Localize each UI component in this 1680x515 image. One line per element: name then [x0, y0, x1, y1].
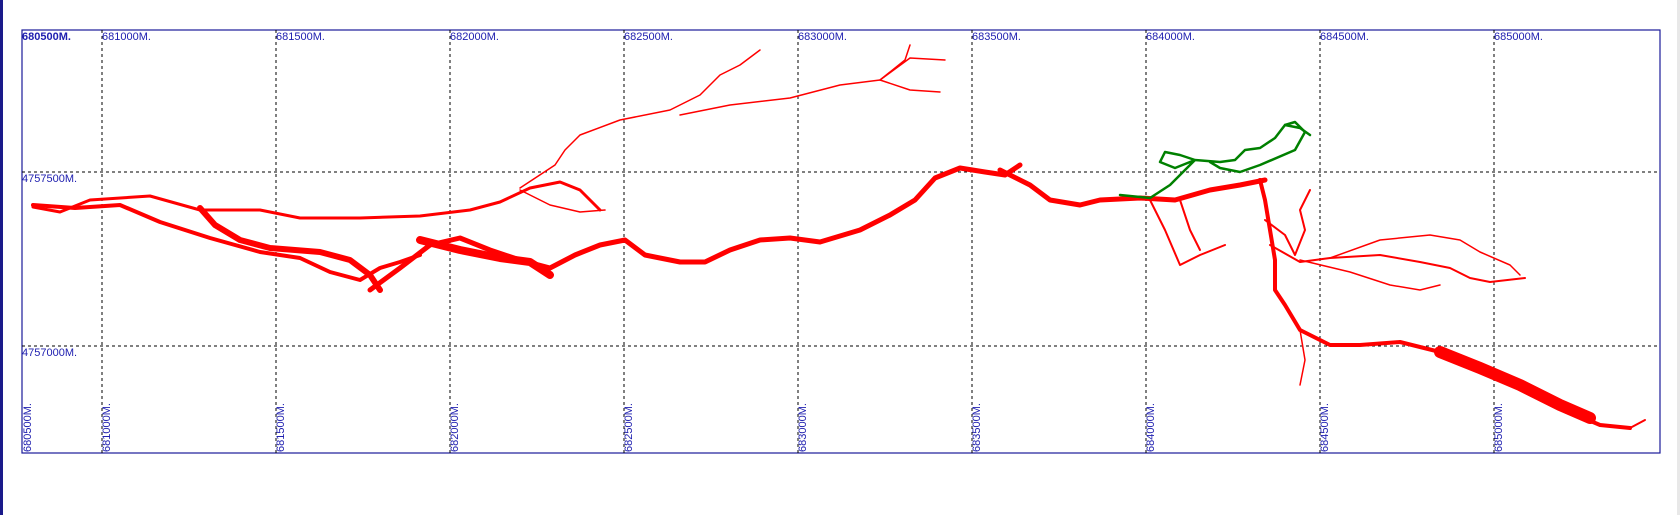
bottom-label: 684500M.	[1319, 403, 1331, 452]
top-label: 682000M.	[450, 31, 499, 43]
passage-upper-west	[31, 180, 602, 220]
passage-east-branch-2	[1329, 234, 1521, 276]
window-right-border	[1677, 0, 1680, 515]
bottom-label: 681500M.	[275, 403, 287, 452]
passage-south-east-chamber	[1434, 346, 1596, 424]
bottom-label: 681000M.	[101, 403, 113, 452]
bottom-easting-labels: 680500M. 681000M. 681500M. 682000M. 6825…	[22, 403, 1505, 452]
map-frame	[21, 29, 1661, 454]
cave-passages-red	[31, 44, 1646, 430]
top-label: 680500M.	[22, 31, 71, 43]
bottom-label: 682000M.	[449, 403, 461, 452]
passage-north-4	[879, 57, 946, 81]
horizontal-grid	[22, 171, 1660, 347]
passage-south-branch	[1299, 329, 1306, 386]
passage-east-drop	[1179, 199, 1201, 251]
passage-west-lower	[31, 203, 422, 282]
passage-east-trunk	[997, 167, 1268, 208]
top-label: 684500M.	[1320, 31, 1369, 43]
passage-north-1	[519, 49, 761, 189]
passage-east-branch-1	[1269, 244, 1526, 283]
passage-east-end	[1629, 419, 1646, 429]
top-easting-labels: 680500M. 681000M. 681500M. 682000M. 6825…	[22, 31, 1543, 43]
window-left-border	[0, 0, 3, 515]
bottom-label: 683500M.	[971, 403, 983, 452]
top-label: 681000M.	[102, 31, 151, 43]
top-label: 683000M.	[798, 31, 847, 43]
bottom-label: 684000M.	[1145, 403, 1157, 452]
passage-north-5	[519, 189, 606, 213]
passage-main-trunk	[367, 162, 1023, 293]
passage-north-2	[679, 44, 911, 116]
bottom-label: 685000M.	[1493, 403, 1505, 452]
bottom-label: 680500M.	[22, 403, 34, 452]
passage-east-loop	[1149, 199, 1226, 266]
green-passage-spur	[1283, 123, 1312, 137]
top-label: 683500M.	[972, 31, 1021, 43]
passage-south-east	[1258, 178, 1632, 430]
bottom-label: 682500M.	[623, 403, 635, 452]
bottom-label: 683000M.	[797, 403, 809, 452]
top-label: 681500M.	[276, 31, 325, 43]
top-label: 684000M.	[1146, 31, 1195, 43]
cave-passage-green	[1118, 120, 1312, 200]
passage-west-chamber	[197, 205, 383, 293]
passage-east-branch-3	[1299, 259, 1441, 291]
passage-north-3	[879, 79, 941, 93]
passage-east-branch-4	[1264, 189, 1311, 256]
left-northing-label: 4757500M.	[22, 173, 77, 185]
green-passage-line	[1118, 120, 1307, 200]
passage-main-chamber	[416, 236, 554, 279]
top-label: 682500M.	[624, 31, 673, 43]
top-label: 685000M.	[1494, 31, 1543, 43]
left-northing-label: 4757000M.	[22, 347, 77, 359]
